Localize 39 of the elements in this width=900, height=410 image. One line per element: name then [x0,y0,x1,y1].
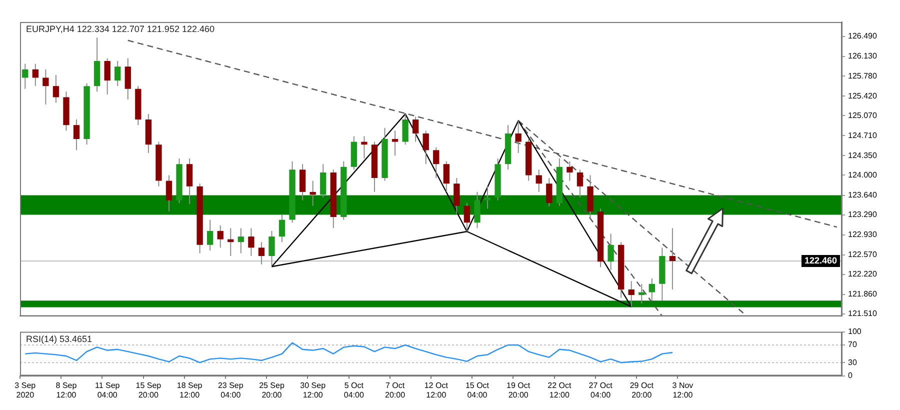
y-tick-label: 123.640 [848,190,878,200]
y-tick-label: 126.490 [848,32,878,41]
x-tick-label: 7 Oct 20:00 [385,380,406,400]
x-tick-label: 12 Oct 12:00 [424,380,449,400]
y-tick-label: 126.130 [848,52,878,61]
x-tick-label: 3 Nov 12:00 [672,380,694,400]
y-tick-label: 30 [848,358,858,367]
x-tick-label: 11 Sep 04:00 [94,380,120,400]
y-tick-label: 122.930 [848,230,878,240]
y-tick-label: 121.860 [848,290,878,299]
y-tick-label: 125.780 [848,71,878,80]
x-tick-label: 22 Oct 12:00 [548,380,572,400]
x-tick-label: 27 Oct 04:00 [588,380,614,400]
chart-title: RSI(14) 53.4651 [26,334,92,344]
x-tick-label: 5 Oct 04:00 [344,380,364,400]
x-tick-label: 8 Sep 12:00 [56,380,78,400]
x-tick-label: 19 Oct 20:00 [506,380,531,400]
x-tick-label: 18 Sep 12:00 [176,380,203,400]
chart-title: EURJPY,H4 122.334 122.707 121.952 122.460 [26,24,214,34]
x-tick-label: 30 Sep 12:00 [300,380,326,400]
y-tick-label: 121.510 [848,309,878,318]
y-tick-label: 122.220 [848,270,878,279]
x-tick-label: 23 Sep 04:00 [218,380,244,400]
y-tick-label: 100 [848,327,862,336]
y-tick-label: 0 [848,371,853,380]
y-tick-label: 70 [848,340,858,350]
x-tick-label: 29 Oct 20:00 [630,380,654,400]
y-tick-label: 125.420 [848,91,878,100]
x-tick-label: 25 Sep 20:00 [259,380,285,400]
x-tick-label: 3 Sep 2020 [14,380,36,400]
y-tick-label: 123.290 [848,210,878,219]
x-tick-label: 15 Sep 20:00 [136,380,162,400]
y-tick-label: 122.570 [848,250,878,260]
y-tick-label: 125.070 [848,110,878,120]
x-tick-label: 15 Oct 04:00 [465,380,490,400]
ref-line-label: 122.460 [804,256,838,266]
y-tick-label: 124.710 [848,130,878,140]
y-tick-label: 124.000 [848,170,878,180]
y-tick-label: 124.350 [848,150,878,160]
